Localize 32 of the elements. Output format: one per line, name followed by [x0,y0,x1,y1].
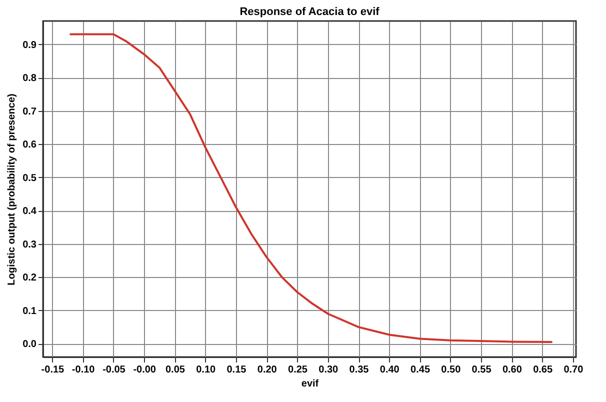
y-axis-title: Logistic output (probability of presence) [6,94,18,286]
y-tick-label: 0.4 [22,206,37,218]
y-tick-label: 0.6 [22,140,37,151]
x-tick-label: 0.55 [472,364,492,376]
x-tick-label: -0.00 [133,364,156,376]
y-tick-label: 0.8 [22,73,37,84]
x-tick-label: -0.15 [41,364,65,376]
x-tick-label: 0.65 [533,364,553,376]
x-tick-label: 0.70 [564,364,584,376]
x-tick-label: 0.50 [441,364,462,376]
y-tick-label: 0.5 [22,172,37,184]
x-tick-label: 0.45 [410,364,430,376]
x-tick-label: 0.30 [318,364,339,376]
x-tick-label: 0.20 [257,364,278,376]
x-tick-label: 0.40 [380,364,400,376]
y-tick-label: 0.3 [22,239,37,250]
y-tick-label: 0.0 [22,339,37,350]
x-tick-label: -0.05 [102,364,126,376]
x-axis-title: evif [301,378,320,390]
line-series [70,33,552,344]
x-tick-label: 0.15 [226,364,247,376]
x-tick-label: 0.10 [196,364,216,376]
y-tick-label: 0.7 [22,106,37,118]
x-tick-label: 0.25 [288,364,308,376]
x-tick-label: 0.35 [349,364,370,376]
y-tick-label: 0.9 [22,40,37,51]
chart-title: Response of Acacia to evif [240,6,380,18]
y-tick-label: 0.1 [22,306,37,317]
x-tick-label: 0.05 [165,364,186,376]
y-tick-label: 0.2 [22,272,37,284]
x-tick-label: 0.60 [502,364,522,376]
x-tick-label: -0.10 [72,364,96,376]
